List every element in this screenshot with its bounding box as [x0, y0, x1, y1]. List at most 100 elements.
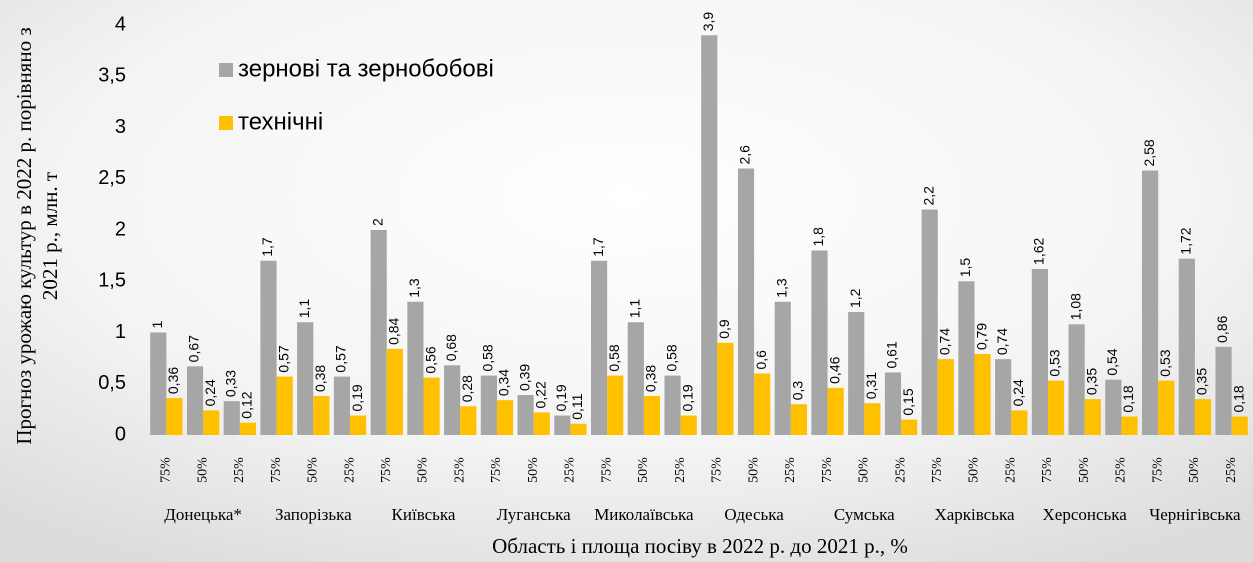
bar — [533, 412, 550, 435]
bar — [1194, 399, 1212, 435]
bar — [643, 396, 661, 435]
group-label: Донецька* — [164, 505, 242, 524]
bar — [1142, 170, 1159, 436]
x-axis-title: Область і площа посіву в 2022 р. до 2021… — [492, 534, 908, 558]
data-label: 0,19 — [553, 384, 569, 411]
bar — [350, 415, 367, 435]
x-tick-label: 50% — [857, 457, 872, 483]
bar — [239, 422, 256, 435]
data-label: 1,5 — [957, 258, 973, 278]
data-label: 0,11 — [569, 393, 585, 419]
legend-swatch — [219, 63, 233, 77]
data-label: 0,58 — [606, 344, 622, 371]
bar — [203, 410, 220, 435]
data-label: 0,6 — [753, 350, 769, 370]
group-label: Одеська — [724, 505, 784, 524]
x-tick-label: 50% — [416, 457, 431, 483]
x-tick-label: 50% — [526, 457, 541, 483]
x-tick-label: 25% — [1114, 457, 1129, 483]
group-label: Сумська — [834, 505, 895, 524]
data-label: 1,8 — [810, 227, 826, 247]
bar — [1068, 324, 1085, 435]
bar — [664, 375, 681, 435]
data-label: 2 — [369, 218, 385, 226]
bar — [921, 209, 938, 435]
bar — [958, 281, 975, 435]
data-label: 0,39 — [516, 364, 532, 391]
data-label: 0,24 — [1010, 379, 1026, 406]
y-tick-label: 0,5 — [98, 372, 126, 394]
x-tick-label: 50% — [746, 457, 761, 483]
bar — [517, 395, 534, 435]
data-label: 1,7 — [259, 237, 275, 257]
data-label: 0,54 — [1104, 348, 1120, 375]
y-tick-label: 1 — [115, 321, 126, 343]
data-label: 1,1 — [627, 299, 643, 319]
data-label: 0,53 — [1047, 349, 1063, 376]
legend-label: технічні — [238, 108, 323, 135]
data-label: 0,35 — [1194, 368, 1210, 395]
x-tick-label: 75% — [269, 457, 284, 483]
x-tick-label: 25% — [452, 457, 467, 483]
data-label: 0,18 — [1120, 385, 1136, 412]
bar — [407, 301, 424, 435]
data-label: 0,24 — [202, 379, 218, 406]
x-tick-label: 25% — [563, 457, 578, 483]
bar — [1011, 410, 1028, 435]
data-label: 0,33 — [222, 370, 238, 397]
data-label: 0,38 — [643, 365, 659, 392]
x-tick-label: 50% — [195, 457, 210, 483]
bar — [423, 377, 440, 435]
bar — [995, 359, 1012, 435]
bar — [186, 366, 204, 435]
bar — [223, 401, 240, 435]
data-label: 0,12 — [239, 391, 255, 418]
data-label: 0,79 — [973, 323, 989, 350]
x-tick-label: 50% — [1077, 457, 1092, 483]
y-tick-label: 0 — [115, 423, 126, 445]
bar — [790, 404, 807, 435]
group-label: Чернігівська — [1149, 505, 1241, 524]
data-label: 1,62 — [1031, 237, 1047, 264]
bar — [444, 365, 461, 435]
bar — [1158, 380, 1175, 435]
group-label: Херсонська — [1043, 505, 1128, 524]
data-label: 0,38 — [312, 365, 328, 392]
bar — [864, 403, 881, 435]
x-tick-label: 50% — [1187, 457, 1202, 483]
data-label: 0,36 — [165, 367, 181, 394]
y-axis-title: Прогноз урожаю культур в 2022 р. порівня… — [12, 27, 62, 445]
data-label: 0,58 — [663, 344, 679, 371]
x-tick-label: 75% — [1040, 457, 1055, 483]
y-tick-label: 1,5 — [98, 270, 126, 292]
group-label: Запорізька — [275, 505, 352, 524]
data-label: 1,3 — [773, 278, 789, 298]
x-tick-label: 75% — [379, 457, 394, 483]
data-label: 0,19 — [349, 384, 365, 411]
data-label: 0,31 — [863, 372, 879, 399]
data-label: 0,34 — [496, 369, 512, 396]
bar — [774, 301, 791, 435]
bar — [313, 396, 330, 435]
data-label: 0,74 — [994, 328, 1010, 355]
x-tick-label: 75% — [159, 457, 174, 483]
bar — [591, 260, 608, 435]
data-label: 1,1 — [296, 299, 312, 319]
data-label: 1,2 — [847, 288, 863, 308]
bar — [680, 415, 697, 435]
x-tick-label: 25% — [1224, 457, 1239, 483]
bar — [386, 348, 403, 435]
bar — [717, 342, 734, 435]
data-label: 0,15 — [900, 388, 916, 415]
bar — [1215, 346, 1232, 435]
data-label: 0,35 — [1083, 368, 1099, 395]
bar — [607, 375, 624, 435]
data-label: 0,68 — [443, 334, 459, 361]
x-tick-label: 25% — [342, 457, 357, 483]
x-tick-label: 25% — [893, 457, 908, 483]
bar — [884, 372, 902, 435]
bar — [150, 332, 167, 435]
x-tick-label: 25% — [232, 457, 247, 483]
bar — [1047, 380, 1065, 435]
data-label: 0,84 — [386, 317, 402, 344]
